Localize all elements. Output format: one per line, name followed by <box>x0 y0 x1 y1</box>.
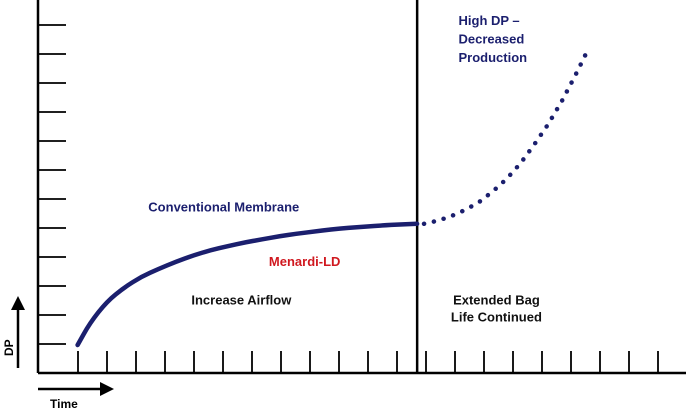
annotation-label: Conventional Membrane <box>148 199 299 214</box>
ticks <box>38 24 659 373</box>
y-axis-title-group: DP <box>2 296 25 368</box>
series-line-high-dp <box>421 44 592 227</box>
x-axis-title: Time <box>50 397 78 410</box>
y-axis-title: DP <box>2 339 16 356</box>
annotation-label: Extended Bag <box>453 293 540 308</box>
annotation-label: Increase Airflow <box>191 293 292 308</box>
annotation-label: Decreased <box>459 32 525 47</box>
plot-area <box>75 44 592 348</box>
annotation-label: Production <box>459 50 528 65</box>
x-axis-title-group: Time <box>38 382 114 410</box>
annotation-label: High DP – <box>459 13 520 28</box>
axes <box>36 0 686 375</box>
annotation-label: Life Continued <box>451 310 542 325</box>
annotations: Conventional Membrane Menardi-LD Increase … <box>148 13 542 325</box>
series-line-conventional <box>75 221 420 348</box>
annotation-label: Menardi-LD <box>269 254 341 269</box>
